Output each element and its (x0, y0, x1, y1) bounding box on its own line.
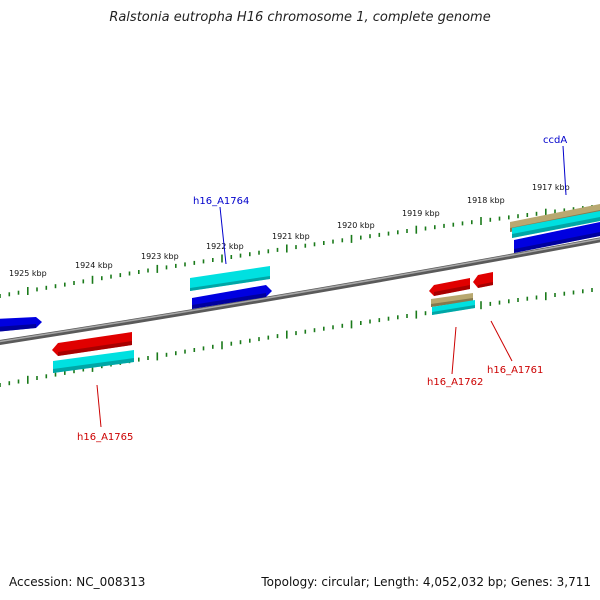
inner-tick-track (0, 288, 593, 387)
gene-labels: h16_A1764 ccdA h16_A1765 h16_A1762 h16_A… (77, 135, 567, 443)
gene-label-h16-a1762: h16_A1762 (427, 377, 483, 388)
gene-label-h16-a1765: h16_A1765 (77, 432, 133, 443)
kbp-label-1919: 1919 kbp (402, 209, 440, 218)
kbp-tick-labels: 1925 kbp 1924 kbp 1923 kbp 1922 kbp 1921… (9, 183, 570, 278)
feature-far-left-forward (0, 317, 42, 332)
feature-ccda (510, 204, 600, 253)
gene-label-h16-a1764: h16_A1764 (193, 196, 249, 207)
outer-tick-track (0, 205, 593, 298)
chromosome-backbone (0, 237, 600, 345)
kbp-label-1920: 1920 kbp (337, 221, 375, 230)
kbp-label-1917: 1917 kbp (532, 183, 570, 192)
kbp-label-1922: 1922 kbp (206, 242, 244, 251)
kbp-label-1925: 1925 kbp (9, 269, 47, 278)
kbp-label-1918: 1918 kbp (467, 196, 505, 205)
feature-h16-a1765 (52, 332, 134, 373)
feature-h16-a1761 (473, 272, 493, 288)
feature-h16-a1762 (429, 278, 475, 315)
gene-label-h16-a1761: h16_A1761 (487, 365, 543, 376)
kbp-label-1921: 1921 kbp (272, 232, 310, 241)
gene-label-leaders (96, 145, 567, 428)
kbp-label-1924: 1924 kbp (75, 261, 113, 270)
figure-title: Ralstonia eutropha H16 chromosome 1, com… (109, 10, 491, 25)
feature-h16-a1764 (190, 266, 272, 309)
kbp-label-1923: 1923 kbp (141, 252, 179, 261)
gene-label-ccda: ccdA (543, 135, 567, 146)
accession-text: Accession: NC_008313 (9, 575, 146, 589)
genome-summary-text: Topology: circular; Length: 4,052,032 bp… (261, 575, 591, 589)
